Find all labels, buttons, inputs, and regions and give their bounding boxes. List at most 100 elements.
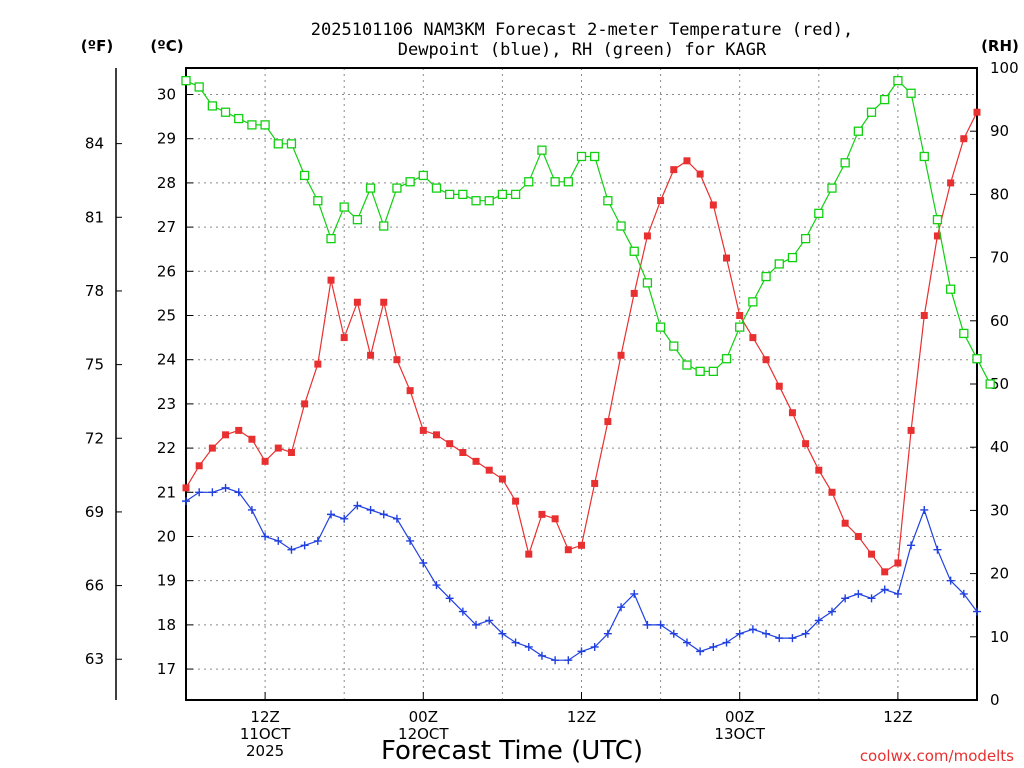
celsius-tick-label: 23 [157,395,176,413]
fahrenheit-tick-label: 72 [85,429,104,447]
rh-tick-label: 80 [990,185,1009,203]
temperature-point [446,440,454,448]
temperature-point [380,298,388,306]
dewpoint-point [511,638,520,647]
celsius-tick-label: 20 [157,527,176,545]
rh-point [418,170,428,181]
x-tick-label: 00Z [409,708,438,726]
temperature-point [367,351,375,359]
rh-tick-label: 100 [990,59,1019,77]
x-tick-label: 12Z [250,708,279,726]
temperature-point [222,431,230,439]
temperature-point [973,108,981,116]
rh-point [761,271,771,282]
dewpoint-point [867,594,876,603]
fahrenheit-tick-label: 78 [85,282,104,300]
temperature-point [947,179,955,187]
rh-point [458,189,468,200]
temperature-point [920,311,928,319]
rh-point [735,322,745,332]
dewpoint-point [748,625,757,634]
dewpoint-point [682,638,691,647]
temperature-point [512,497,520,505]
temperature-point [538,510,546,518]
dewpoint-point [379,510,388,519]
rh-point [603,196,613,206]
rh-point [642,278,653,288]
x-tick-label: 12OCT [398,725,449,743]
temperature-point [723,254,731,262]
data-series [181,75,995,665]
temperature-point [287,449,295,457]
dewpoint-point [577,647,586,656]
dewpoint-point [669,629,678,638]
celsius-tick-label: 26 [157,262,176,280]
rh-point [313,196,323,206]
rh-point [326,233,336,244]
temperature-point [564,546,572,554]
dewpoint-point [247,505,256,514]
fahrenheit-tick-label: 63 [85,650,104,668]
grid-lines [186,68,977,700]
temperature-point [828,488,836,496]
celsius-tick-label: 27 [157,218,176,236]
rh-point [405,177,415,187]
dewpoint-point [959,589,968,598]
dewpoint-point [472,620,481,629]
axis-ticks: 17 18 19 20 21 22 23 24 25 26 27 28 29 30 63 66 69 72 75 78… [85,59,1019,760]
dewpoint-point [406,536,415,545]
rh-tick-label: 40 [990,438,1009,456]
dewpoint-point [485,616,494,625]
rh-point [260,120,270,130]
temperature-point [802,440,810,448]
rh-point [985,379,995,389]
rh-tick-label: 30 [990,501,1009,519]
rh-point [919,151,929,162]
rh-line [185,79,991,385]
rh-point [880,94,890,105]
rh-point [787,252,798,263]
dewpoint-point [854,589,863,598]
temperature-point [670,166,678,174]
rh-point [629,246,639,256]
rh-point [840,158,850,168]
celsius-tick-label: 18 [157,616,176,634]
celsius-tick-label: 29 [157,130,176,148]
rh-point [273,139,283,149]
fahrenheit-tick-label: 69 [85,503,104,521]
dewpoint-point [445,594,454,603]
rh-point [774,259,784,269]
dewpoint-point [893,589,902,598]
dewpoint-point [788,634,797,643]
rh-point [959,328,969,339]
temperature-point [960,135,968,143]
temperature-point [617,351,625,359]
fahrenheit-tick-label: 81 [85,208,104,226]
rh-point [510,189,521,200]
rh-point [721,354,732,364]
dewpoint-point [208,488,217,497]
rh-point [207,101,218,111]
x-tick-label: 12Z [883,708,912,726]
dewpoint-point [973,607,981,616]
x-axis-label: Forecast Time (UTC) [381,736,643,766]
rh-point [563,177,573,187]
temperature-point [274,444,282,452]
dewpoint-point [353,501,362,510]
temperature-point [775,382,783,390]
rh-point [616,221,626,231]
rh-point [431,183,442,193]
rh-point [814,208,824,219]
x-tick-label: 00Z [725,708,754,726]
celsius-tick-label: 28 [157,174,176,192]
dewpoint-point [814,616,823,625]
dewpoint-point [366,505,375,514]
temperature-point [868,550,876,558]
rh-point [339,202,349,212]
rh-point [669,341,679,351]
temperature-point [182,484,190,492]
rh-point [299,170,310,181]
temperature-point [881,568,889,576]
temperature-point [907,426,915,434]
